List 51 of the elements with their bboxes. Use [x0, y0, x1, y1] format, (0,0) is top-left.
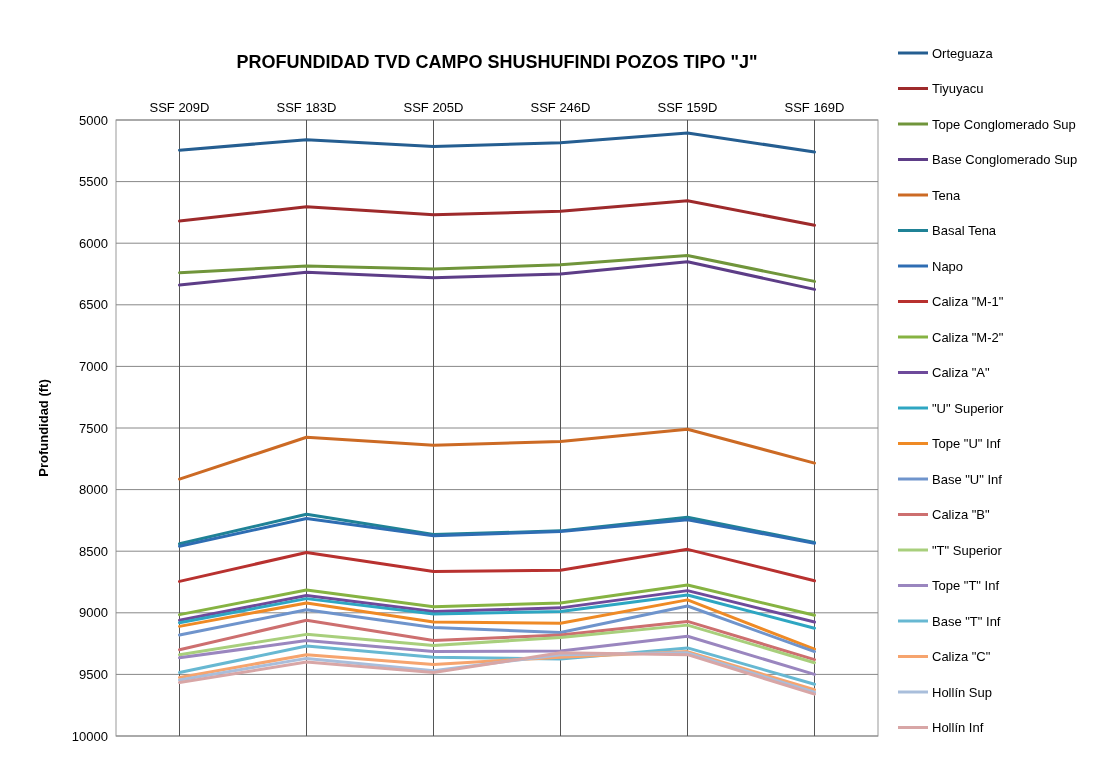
legend-label: Hollín Sup — [932, 684, 992, 700]
x-tick-label: SSF 209D — [149, 100, 210, 115]
line-series — [178, 199, 816, 227]
legend-label: Caliza "B" — [932, 507, 991, 523]
legend-label: Caliza "C" — [932, 649, 991, 665]
legend-label: Caliza "M-2" — [932, 329, 1004, 345]
y-tick-label: 5000 — [79, 112, 108, 128]
x-tick-label: SSF 183D — [276, 100, 337, 115]
x-tick-label: SSF 159D — [657, 100, 718, 115]
legend-label: Base "U" Inf — [932, 471, 1003, 487]
line-series — [178, 427, 816, 481]
y-tick-label: 10000 — [71, 728, 108, 744]
y-tick-label: 7000 — [79, 358, 108, 374]
line-series — [178, 254, 816, 283]
legend-label: Caliza "M-1" — [932, 294, 1004, 310]
legend-label: Napo — [932, 258, 964, 274]
legend-label: Tena — [932, 187, 961, 203]
y-axis-title: Profundidad (ft) — [36, 379, 51, 477]
legend-label: Caliza "A" — [932, 365, 991, 381]
legend-label: Tope Conglomerado Sup — [932, 116, 1076, 132]
x-tick-label: SSF 169D — [784, 100, 845, 115]
y-tick-label: 6500 — [79, 297, 108, 313]
line-series — [178, 131, 816, 154]
line-series — [178, 583, 816, 617]
x-tick-label: SSF 205D — [403, 100, 464, 115]
line-series — [178, 260, 816, 291]
legend-label: Tope "T" Inf — [932, 578, 1000, 594]
y-tick-label: 9500 — [79, 666, 108, 682]
y-tick-label: 8000 — [79, 482, 108, 498]
line-series — [178, 634, 816, 676]
legend-label: "T" Superior — [932, 542, 1003, 558]
chart-title: PROFUNDIDAD TVD CAMPO SHUSHUFINDI POZOS TIPO "J" — [236, 52, 758, 72]
line-series — [178, 598, 816, 651]
legend-label: Tiyuyacu — [932, 81, 984, 97]
legend-label: "U" Superior — [932, 400, 1005, 416]
x-tick-label: SSF 246D — [530, 100, 591, 115]
y-tick-label: 8500 — [79, 543, 108, 559]
y-tick-label: 6000 — [79, 235, 108, 251]
y-tick-label: 5500 — [79, 174, 108, 190]
line-series — [178, 589, 816, 624]
y-tick-label: 9000 — [79, 605, 108, 621]
legend-label: Base "T" Inf — [932, 613, 1001, 629]
legend-label: Basal Tena — [932, 223, 997, 239]
legend-label: Hollín Inf — [932, 720, 984, 736]
line-series — [178, 593, 816, 630]
legend-label: Orteguaza — [932, 45, 994, 61]
y-tick-label: 7500 — [79, 420, 108, 436]
legend-label: Base Conglomerado Sup — [932, 152, 1078, 168]
line-series — [178, 604, 816, 654]
line-series — [178, 547, 816, 583]
legend-label: Tope "U" Inf — [932, 436, 1001, 452]
